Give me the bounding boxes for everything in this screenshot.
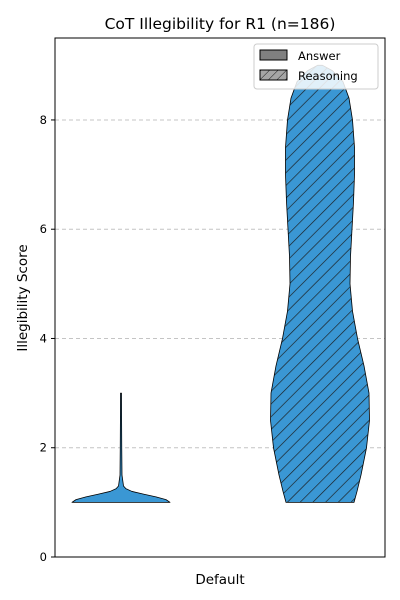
violin-answer: [71, 392, 171, 503]
violins: [71, 64, 370, 503]
y-axis-label: Illegibility Score: [15, 244, 31, 351]
legend-swatch-answer: [259, 49, 288, 61]
violin-reasoning: [270, 64, 370, 503]
legend-swatch-reasoning: [259, 69, 288, 81]
plot-frame: [54, 37, 386, 558]
y-tick-label: 2: [40, 441, 47, 455]
legend: Answer Reasoning: [253, 43, 379, 90]
y-tick-label: 8: [40, 113, 47, 127]
x-axis-label: Default: [195, 572, 244, 588]
y-axis-ticks: 0 2 4 6 8: [40, 113, 55, 564]
y-tick-label: 4: [40, 331, 47, 345]
y-tick-label: 0: [40, 550, 47, 564]
chart-title: CoT Illegibility for R1 (n=186): [105, 15, 336, 33]
legend-label-reasoning: Reasoning: [298, 69, 358, 83]
y-tick-label: 6: [40, 222, 47, 236]
legend-label-answer: Answer: [298, 49, 341, 63]
